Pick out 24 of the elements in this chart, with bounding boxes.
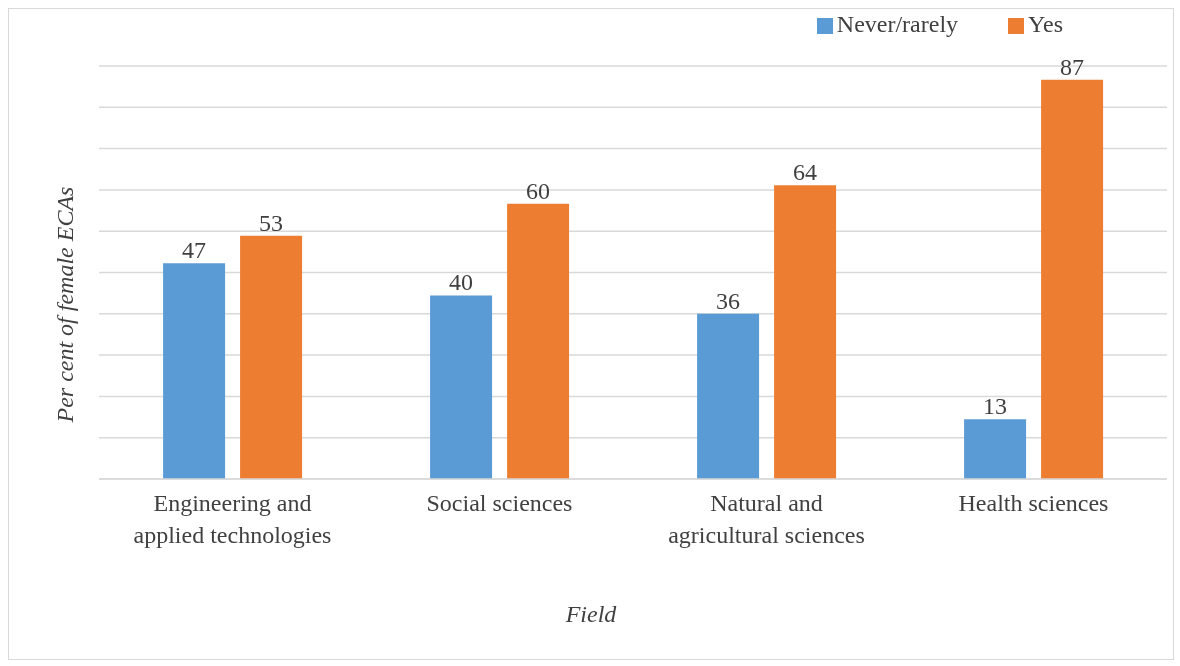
y-axis-title: Per cent of female ECAs — [51, 186, 78, 424]
x-tick-label: Health sciences — [958, 490, 1109, 516]
x-tick-label: Natural and agricultural sciences — [668, 490, 865, 548]
legend-label: Yes — [1028, 11, 1063, 37]
bar — [774, 185, 837, 479]
data-label: 64 — [793, 159, 818, 186]
data-label: 60 — [526, 177, 551, 204]
data-label: 87 — [1060, 53, 1085, 80]
x-tick-label: Social sciences — [426, 490, 573, 516]
data-label: 47 — [182, 237, 207, 264]
bar — [1041, 79, 1104, 479]
data-label: 36 — [716, 287, 741, 314]
bar — [964, 419, 1027, 479]
x-tick-label: Engineering and applied technologies — [133, 490, 332, 548]
bar — [697, 313, 760, 479]
x-axis-title: Field — [564, 601, 618, 628]
data-label: 40 — [449, 269, 474, 296]
bar — [240, 235, 303, 479]
bar — [163, 263, 226, 479]
legend-label: Never/rarely — [836, 11, 959, 37]
data-label: 53 — [259, 209, 284, 236]
data-label: 13 — [983, 393, 1008, 420]
bar — [430, 295, 493, 479]
bar — [507, 203, 570, 479]
